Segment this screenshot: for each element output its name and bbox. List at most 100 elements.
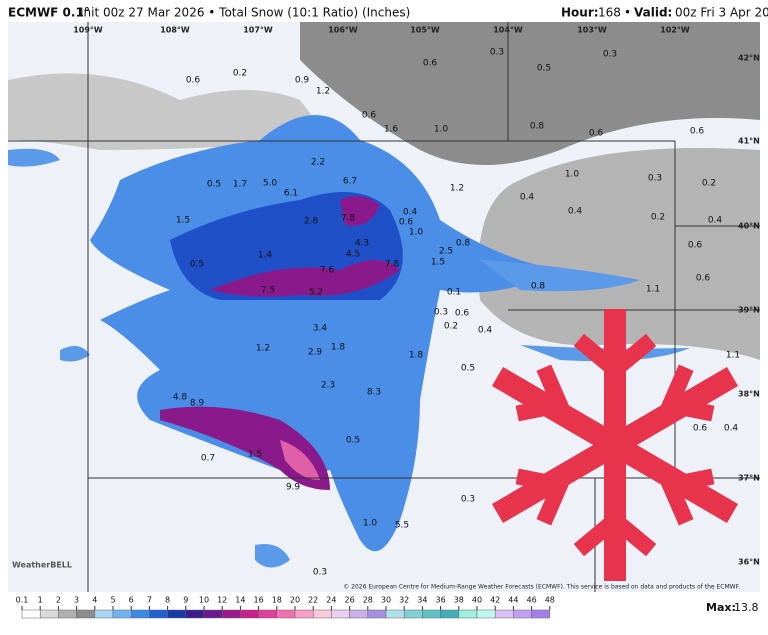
- longitude-label: 106°W: [328, 26, 358, 35]
- colorbar-label: 2: [56, 596, 61, 605]
- contour-label: 1.1: [726, 351, 740, 361]
- colorbar-segment: [39, 609, 59, 619]
- colorbar-label: 22: [308, 596, 318, 605]
- contour-label: 0.6: [688, 241, 703, 251]
- colorbar-label: 46: [527, 596, 537, 605]
- longitude-label: 104°W: [493, 26, 523, 35]
- contour-label: 1.5: [176, 216, 190, 226]
- colorbar-segment: [276, 609, 296, 619]
- colorbar-label: 10: [199, 596, 209, 605]
- contour-label: 0.6: [362, 111, 377, 121]
- contour-label: 0.6: [186, 76, 201, 86]
- contour-label: 1.0: [363, 519, 378, 529]
- contour-label: 0.6: [696, 274, 711, 284]
- contour-label: 1.5: [431, 258, 445, 268]
- contour-label: 0.6: [690, 127, 705, 137]
- contour-label: 0.5: [190, 260, 204, 270]
- longitude-label: 102°W: [660, 26, 690, 35]
- contour-label: 4.8: [173, 393, 188, 403]
- colorbar-segment: [185, 609, 205, 619]
- colorbar-label: 42: [490, 596, 500, 605]
- colorbar-segment: [58, 609, 77, 619]
- max-value: 13.8: [734, 601, 759, 614]
- contour-label: 0.5: [346, 436, 360, 446]
- contour-label: 1.7: [233, 180, 247, 190]
- colorbar-segment: [203, 609, 223, 619]
- colorbar-label: 24: [326, 596, 336, 605]
- model: ECMWF 0.1°: [8, 6, 90, 20]
- contour-label: 2.8: [304, 217, 319, 227]
- contour-label: 2.9: [308, 348, 323, 358]
- contour-label: 1.2: [256, 344, 270, 354]
- contour-labels: 0.30.6 0.50.30.20.6 0.91.20.61.6 1.0 0.80.6 0…: [173, 48, 740, 578]
- snow-gray: [300, 22, 760, 165]
- contour-label: 0.4: [724, 424, 739, 434]
- colorbar-segment: [440, 609, 460, 619]
- colorbar-segment: [240, 609, 259, 619]
- colorbar-label: 38: [454, 596, 464, 605]
- colorbar-segment: [294, 609, 314, 619]
- colorbar-label: 40: [472, 596, 482, 605]
- contour-label: 7.6: [320, 266, 335, 276]
- contour-label: 3.4: [313, 324, 328, 334]
- latitude-label: 38°N: [738, 390, 760, 399]
- contour-label: 1.8: [409, 351, 424, 361]
- colorbar-segment: [458, 609, 478, 619]
- contour-label: 7.8: [341, 214, 356, 224]
- contour-label: 0.4: [520, 193, 535, 203]
- colorbar-segment: [367, 609, 387, 619]
- contour-label: 1.4: [258, 251, 273, 261]
- colorbar-label: 44: [508, 596, 518, 605]
- contour-label: 0.6: [423, 59, 438, 69]
- contour-label: 0.4: [708, 216, 723, 226]
- contour-label: 5.2: [309, 288, 323, 298]
- contour-label: 4.5: [346, 250, 360, 260]
- colorbar-segment: [221, 609, 241, 619]
- contour-label: 1.0: [409, 228, 424, 238]
- contour-label: 0.5: [207, 180, 221, 190]
- hour-label: Hour:: [561, 6, 599, 20]
- contour-label: 1.0: [434, 125, 449, 135]
- colorbar-segment: [476, 609, 496, 619]
- contour-label: 1.5: [248, 450, 262, 460]
- colorbar-segment: [94, 609, 114, 619]
- colorbar-label: 16: [254, 596, 264, 605]
- hour: 168: [598, 6, 621, 20]
- contour-label: 0.5: [461, 364, 475, 374]
- contour-label: 1.1: [646, 285, 660, 295]
- map: 109°W 108°W 107°W 106°W 105°W 104°W 103°W 102°W…: [8, 22, 760, 592]
- contour-label: 0.4: [478, 326, 493, 336]
- contour-label: 0.1: [447, 288, 461, 298]
- contour-label: 0.8: [456, 239, 471, 249]
- latitude-label: 36°N: [738, 558, 760, 567]
- colorbar-label: 4: [92, 596, 97, 605]
- colorbar-label: 48: [545, 596, 555, 605]
- contour-label: 0.4: [403, 208, 418, 218]
- contour-label: 0.2: [444, 322, 458, 332]
- colorbar-segment: [385, 609, 405, 619]
- contour-label: 0.3: [313, 568, 327, 578]
- contour-label: 0.8: [531, 282, 546, 292]
- colorbar-label: 34: [417, 596, 427, 605]
- snow-pink: [280, 440, 320, 480]
- colorbar-label: 26: [345, 596, 355, 605]
- colorbar-label: 18: [272, 596, 282, 605]
- latitude-label: 40°N: [738, 222, 760, 231]
- colorbar-label: 12: [217, 596, 227, 605]
- longitude-label: 109°W: [73, 26, 103, 35]
- contour-label: 5.5: [395, 521, 409, 531]
- latitude-label: 37°N: [738, 474, 760, 483]
- contour-label: 2.3: [321, 381, 335, 391]
- contour-label: 0.3: [461, 495, 475, 505]
- copyright: © 2026 European Centre for Medium-Range …: [343, 584, 740, 591]
- colorbar-label: 0.1: [16, 596, 29, 605]
- contour-label: 0.2: [702, 179, 716, 189]
- contour-label: 5.0: [263, 179, 278, 189]
- contour-label: 2.5: [439, 247, 453, 257]
- colorbar-label: 14: [235, 596, 245, 605]
- contour-label: 0.6: [693, 424, 708, 434]
- contour-label: 1.2: [316, 87, 330, 97]
- graticule-labels: 109°W 108°W 107°W 106°W 105°W 104°W 103°W 102°W…: [73, 26, 760, 567]
- snow-purple: [160, 196, 400, 490]
